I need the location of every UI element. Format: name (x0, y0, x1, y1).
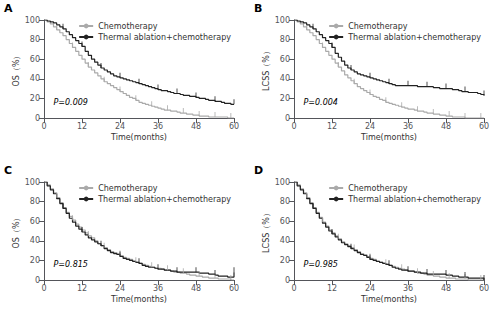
svg-text:P=0.004: P=0.004 (304, 98, 338, 107)
svg-text:D: D (254, 164, 263, 177)
svg-text:0: 0 (285, 114, 290, 123)
svg-text:100: 100 (25, 16, 40, 25)
svg-text:100: 100 (275, 16, 290, 25)
svg-text:40: 40 (30, 74, 40, 83)
svg-text:48: 48 (191, 284, 201, 293)
svg-text:P=0.009: P=0.009 (54, 98, 88, 107)
svg-text:20: 20 (30, 94, 40, 103)
svg-text:36: 36 (403, 122, 413, 131)
svg-text:OS（%）: OS（%） (12, 52, 21, 87)
svg-text:20: 20 (30, 256, 40, 265)
svg-text:0: 0 (291, 284, 296, 293)
svg-text:0: 0 (41, 122, 46, 131)
svg-text:0: 0 (285, 276, 290, 285)
svg-text:36: 36 (153, 122, 163, 131)
svg-text:48: 48 (441, 122, 451, 131)
svg-text:100: 100 (25, 178, 40, 187)
svg-text:Chemotherapy: Chemotherapy (348, 184, 408, 193)
svg-text:0: 0 (35, 114, 40, 123)
svg-text:Chemotherapy: Chemotherapy (348, 22, 408, 31)
svg-text:24: 24 (115, 122, 125, 131)
svg-text:40: 40 (280, 236, 290, 245)
svg-text:20: 20 (280, 256, 290, 265)
svg-text:12: 12 (327, 122, 337, 131)
svg-text:48: 48 (191, 122, 201, 131)
svg-text:80: 80 (30, 197, 40, 206)
svg-text:60: 60 (30, 217, 40, 226)
svg-text:60: 60 (479, 284, 489, 293)
svg-text:Chemotherapy: Chemotherapy (98, 22, 158, 31)
svg-text:LCSS（%）: LCSS（%） (262, 209, 271, 253)
svg-text:60: 60 (30, 55, 40, 64)
svg-text:100: 100 (275, 178, 290, 187)
svg-text:36: 36 (403, 284, 413, 293)
svg-text:24: 24 (365, 122, 375, 131)
svg-text:0: 0 (41, 284, 46, 293)
svg-text:Time(months): Time(months) (110, 295, 167, 304)
svg-text:40: 40 (280, 74, 290, 83)
svg-text:OS（%）: OS（%） (12, 214, 21, 249)
svg-text:40: 40 (30, 236, 40, 245)
svg-text:60: 60 (229, 284, 239, 293)
svg-text:12: 12 (327, 284, 337, 293)
svg-text:20: 20 (280, 94, 290, 103)
svg-text:Thermal ablation+chemotherapy: Thermal ablation+chemotherapy (97, 33, 231, 42)
svg-text:LCSS（%）: LCSS（%） (262, 47, 271, 91)
svg-text:Time(months): Time(months) (360, 295, 417, 304)
svg-text:A: A (4, 2, 13, 15)
svg-text:Time(months): Time(months) (360, 133, 417, 142)
svg-text:Thermal ablation+chemotherapy: Thermal ablation+chemotherapy (347, 33, 481, 42)
svg-text:12: 12 (77, 284, 87, 293)
svg-text:12: 12 (77, 122, 87, 131)
svg-text:80: 80 (280, 35, 290, 44)
svg-text:Thermal ablation+chemotherapy: Thermal ablation+chemotherapy (97, 195, 231, 204)
svg-text:C: C (4, 164, 12, 177)
svg-text:60: 60 (229, 122, 239, 131)
svg-text:80: 80 (30, 35, 40, 44)
svg-text:0: 0 (291, 122, 296, 131)
svg-text:80: 80 (280, 197, 290, 206)
svg-text:48: 48 (441, 284, 451, 293)
svg-text:P=0.815: P=0.815 (54, 260, 88, 269)
svg-text:Chemotherapy: Chemotherapy (98, 184, 158, 193)
svg-text:B: B (254, 2, 262, 15)
svg-text:P=0.985: P=0.985 (304, 260, 338, 269)
svg-text:60: 60 (479, 122, 489, 131)
svg-text:60: 60 (280, 55, 290, 64)
svg-text:60: 60 (280, 217, 290, 226)
svg-text:24: 24 (115, 284, 125, 293)
svg-text:Thermal ablation+chemotherapy: Thermal ablation+chemotherapy (347, 195, 481, 204)
svg-text:Time(months): Time(months) (110, 133, 167, 142)
svg-text:24: 24 (365, 284, 375, 293)
svg-text:36: 36 (153, 284, 163, 293)
svg-text:0: 0 (35, 276, 40, 285)
